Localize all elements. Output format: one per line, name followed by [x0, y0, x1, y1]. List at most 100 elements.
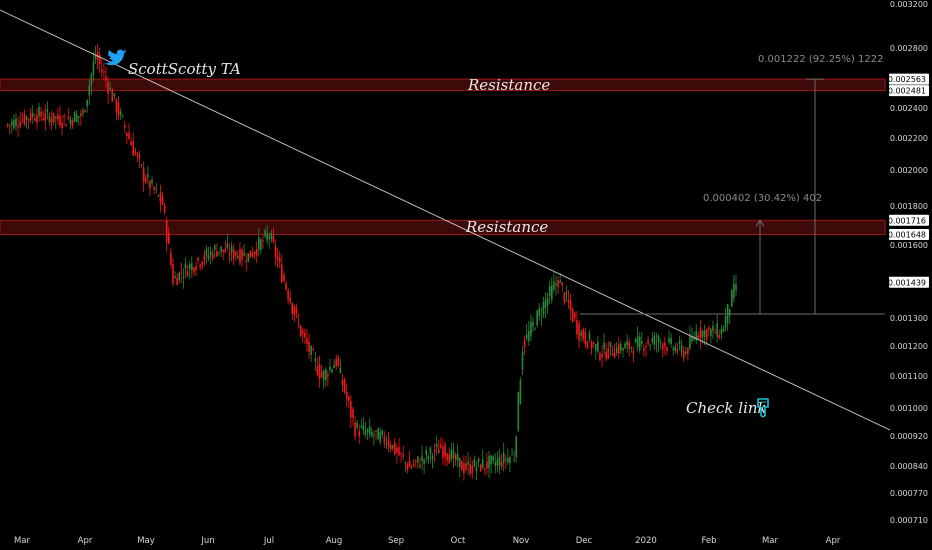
candle-body: [435, 443, 438, 448]
candle-body: [670, 337, 672, 344]
candle-body: [429, 447, 432, 455]
candle-body: [226, 243, 229, 249]
candle-body: [469, 464, 471, 474]
candle-body: [605, 351, 608, 360]
candle-body: [358, 431, 361, 437]
candle-body: [107, 81, 109, 94]
candle-body: [13, 119, 15, 128]
candle-body: [17, 126, 19, 128]
candle-body: [494, 462, 497, 466]
candle-body: [707, 327, 710, 330]
candle-body: [182, 276, 185, 279]
candle-body: [655, 341, 658, 343]
candle-body: [234, 251, 237, 257]
resistance-upper-label: Resistance: [467, 76, 550, 94]
check-link-label: Check link: [686, 399, 767, 417]
candle-body: [584, 332, 587, 345]
candle-body: [513, 459, 515, 461]
candle-body: [366, 429, 369, 432]
resistance-zones: [0, 78, 886, 236]
candle-body: [333, 365, 335, 369]
candle-body: [57, 114, 59, 120]
candle-body: [329, 366, 331, 370]
candle-body: [197, 257, 199, 261]
candle-body: [377, 428, 379, 440]
candle-body: [427, 456, 430, 460]
candle-body: [511, 454, 513, 456]
price-badge-bg: [889, 276, 929, 288]
candle-body: [255, 248, 258, 256]
candle-body: [452, 450, 455, 458]
candle-body: [490, 455, 492, 465]
candle-body: [647, 340, 649, 344]
x-tick-label: Feb: [701, 536, 716, 546]
candle-body: [54, 116, 57, 119]
candle-body: [241, 249, 243, 260]
price-axis[interactable]: 0.003200 0.002800 0.002400 0.002200 0.002000…: [888, 0, 929, 525]
candle-body: [38, 107, 40, 117]
candle-body: [597, 341, 599, 352]
candle-body: [519, 380, 522, 405]
y-tick-label: 0.002000: [890, 166, 928, 175]
time-axis[interactable]: Mar Apr May Jun Jul Aug Sep Oct Nov Dec 2020 Feb Mar…: [14, 536, 841, 546]
candle-body: [103, 71, 105, 73]
candle-body: [211, 253, 214, 259]
candle-body: [201, 261, 204, 266]
candle-body: [578, 323, 580, 341]
candle-body: [446, 454, 448, 461]
candle-body: [450, 449, 453, 460]
candle-body: [209, 251, 212, 256]
candle-body: [27, 119, 30, 121]
candle-body: [406, 464, 409, 470]
candle-body: [362, 425, 365, 431]
candle-body: [396, 447, 398, 453]
candle-body: [381, 430, 384, 435]
candle-body: [458, 457, 461, 468]
candle-body: [144, 176, 147, 183]
candle-body: [92, 61, 95, 75]
candle-body: [228, 252, 231, 256]
candle-body: [383, 436, 386, 443]
y-tick-label: 0.002400: [890, 104, 928, 113]
candle-body: [237, 255, 239, 258]
candle-body: [603, 342, 605, 350]
price-badge-bg: [889, 85, 929, 97]
candle-body: [557, 279, 559, 287]
candle-body: [67, 116, 70, 119]
candle-body: [716, 323, 718, 337]
candle-body: [50, 118, 53, 123]
candle-body: [312, 349, 315, 351]
candle-body: [555, 283, 557, 286]
candle-body: [553, 281, 555, 290]
candle-body: [601, 354, 603, 358]
candle-body: [295, 307, 298, 314]
candle-body: [75, 114, 78, 122]
candle-body: [375, 430, 377, 432]
candle-body: [651, 338, 654, 342]
candle-body: [59, 115, 61, 126]
candle-body: [412, 464, 415, 466]
candle-body: [496, 459, 499, 466]
candle-body: [94, 55, 97, 60]
candle-body: [461, 461, 463, 471]
candle-body: [425, 450, 428, 455]
candle-body: [331, 369, 333, 372]
y-tick-label: 0.002800: [890, 44, 928, 53]
candle-body: [389, 444, 392, 450]
y-tick-label: 0.001800: [890, 202, 928, 211]
candle-body: [268, 236, 271, 239]
candle-body: [678, 341, 681, 345]
candle-body: [40, 111, 42, 117]
candle-body: [542, 301, 545, 315]
twitter-bird-icon: [104, 49, 126, 66]
candle-body: [731, 289, 733, 307]
candle-body: [507, 457, 509, 463]
candle-body: [559, 280, 561, 284]
candle-body: [243, 252, 245, 256]
candle-body: [387, 439, 390, 447]
candle-body: [471, 465, 474, 473]
candle-body: [119, 111, 122, 116]
candle-body: [617, 344, 620, 355]
candle-body: [318, 364, 321, 380]
